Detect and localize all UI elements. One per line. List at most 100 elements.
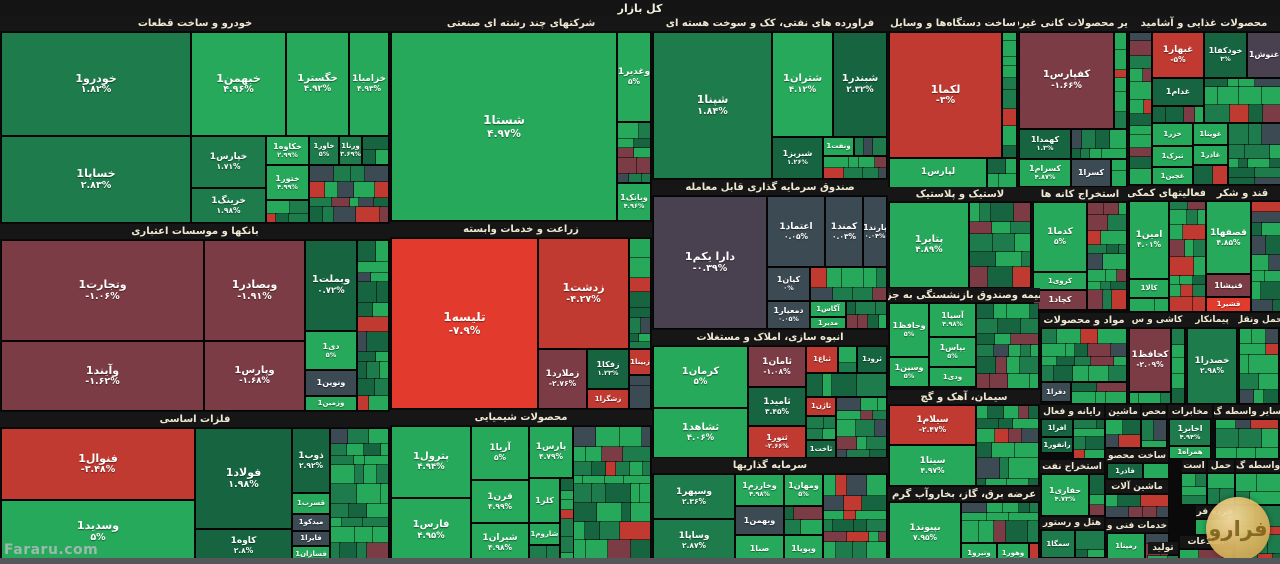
treemap-tile-small[interactable] <box>832 287 854 301</box>
treemap-tile-small[interactable] <box>1114 32 1127 51</box>
treemap-tile-small[interactable] <box>1181 473 1197 488</box>
treemap-tile-small[interactable] <box>1165 106 1185 123</box>
treemap-tile-small[interactable] <box>1251 281 1262 301</box>
treemap-tile[interactable]: کچاد1 <box>1033 290 1087 310</box>
treemap-tile-small[interactable] <box>858 156 876 169</box>
treemap-tile-small[interactable] <box>1193 256 1206 277</box>
treemap-tile-small[interactable] <box>357 302 374 318</box>
treemap-tile-small[interactable] <box>357 281 378 304</box>
treemap-tile-small[interactable] <box>862 167 880 179</box>
treemap-tile-small[interactable] <box>1129 125 1152 136</box>
treemap-tile-small[interactable] <box>1109 129 1127 150</box>
treemap-tile-small[interactable] <box>826 267 843 289</box>
treemap-tile-small[interactable] <box>1258 373 1279 391</box>
treemap-tile-small[interactable] <box>1129 156 1152 170</box>
treemap-tile-small[interactable] <box>1114 77 1127 93</box>
treemap-tile[interactable]: قسرب1 <box>292 493 330 514</box>
treemap-tile-small[interactable] <box>1239 328 1253 345</box>
treemap-tile-small[interactable] <box>976 373 991 389</box>
treemap-tile-small[interactable] <box>1114 111 1127 129</box>
treemap-tile-small[interactable] <box>324 181 339 199</box>
treemap-tile-small[interactable] <box>330 455 355 466</box>
treemap-tile-small[interactable] <box>1006 478 1030 486</box>
treemap-tile-small[interactable] <box>993 520 1007 543</box>
sector-header[interactable]: کاشی و س <box>1128 313 1186 327</box>
treemap-tile-small[interactable] <box>823 519 834 533</box>
treemap-tile-small[interactable] <box>976 405 989 420</box>
treemap-tile[interactable]: ونوین1 <box>305 370 357 396</box>
treemap-tile-small[interactable] <box>994 428 1010 444</box>
treemap-tile-small[interactable] <box>1110 343 1127 358</box>
treemap-tile-small[interactable] <box>874 156 887 169</box>
treemap-tile-small[interactable] <box>368 428 389 445</box>
treemap-tile[interactable]: خزر1 <box>1152 123 1193 146</box>
treemap-tile-small[interactable] <box>1140 494 1169 508</box>
treemap-tile-small[interactable] <box>976 303 995 320</box>
treemap-tile[interactable]: وبانک1 ۴.۹۶% <box>617 183 651 221</box>
treemap-tile[interactable]: کیان1 ۰% <box>767 267 810 301</box>
treemap-tile-small[interactable] <box>993 303 1008 320</box>
treemap-tile[interactable]: پتایر1 ۴.۸۹% <box>889 202 969 288</box>
treemap-tile[interactable]: کاوه1 ۲.۸% <box>195 529 292 563</box>
treemap-tile-small[interactable] <box>1265 235 1280 256</box>
sector-header[interactable]: شرکتهای چند رشته ای صنعتی <box>390 16 652 31</box>
treemap-tile-small[interactable] <box>629 341 651 349</box>
treemap-tile-small[interactable] <box>629 277 651 293</box>
treemap-tile-small[interactable] <box>1029 543 1039 563</box>
treemap-tile[interactable]: قشیر1 <box>1206 297 1251 312</box>
treemap-tile[interactable]: وغدیر1 ۵% <box>617 32 651 122</box>
treemap-tile-small[interactable] <box>617 157 638 175</box>
treemap-tile-small[interactable] <box>1065 343 1076 358</box>
treemap-tile-small[interactable] <box>1090 356 1115 367</box>
treemap-tile-small[interactable] <box>560 478 574 492</box>
treemap-tile-small[interactable] <box>969 251 997 268</box>
treemap-tile-small[interactable] <box>322 206 335 223</box>
treemap-tile-small[interactable] <box>573 426 597 448</box>
treemap-tile-small[interactable] <box>348 503 368 519</box>
treemap-tile[interactable]: اخابر1 ۴.۹۴% <box>1169 419 1211 446</box>
treemap-tile-small[interactable] <box>629 461 644 477</box>
treemap-tile-small[interactable] <box>1097 328 1127 345</box>
treemap-tile-small[interactable] <box>991 442 1016 459</box>
treemap-tile-small[interactable] <box>1028 478 1039 486</box>
treemap-tile-small[interactable] <box>1105 434 1120 448</box>
treemap-tile-small[interactable] <box>1041 356 1058 367</box>
treemap-tile-small[interactable] <box>1215 447 1238 459</box>
treemap-tile-small[interactable] <box>1075 549 1089 558</box>
treemap-tile-small[interactable] <box>1171 357 1185 375</box>
treemap-tile-small[interactable] <box>350 165 366 183</box>
treemap-tile-small[interactable] <box>1251 328 1267 345</box>
treemap-tile-small[interactable] <box>364 165 389 183</box>
treemap-tile-small[interactable] <box>806 373 824 397</box>
treemap-tile-small[interactable] <box>1030 344 1039 358</box>
treemap-tile-small[interactable] <box>854 137 865 156</box>
treemap-tile[interactable]: حفاری1 ۴.۷۳% <box>1041 474 1089 516</box>
treemap-tile-small[interactable] <box>1073 428 1105 438</box>
treemap-tile-small[interactable] <box>1143 99 1152 115</box>
treemap-tile-small[interactable] <box>629 333 640 343</box>
treemap-tile-small[interactable] <box>1129 40 1152 57</box>
treemap-tile-small[interactable] <box>372 302 389 318</box>
treemap-tile-small[interactable] <box>1101 148 1127 159</box>
treemap-tile[interactable]: دارا یکم1 -۰.۳۹% <box>653 196 767 329</box>
treemap-tile[interactable]: کالا1 <box>1129 279 1169 298</box>
treemap-tile-small[interactable] <box>1143 463 1169 479</box>
treemap-tile-small[interactable] <box>1002 40 1017 58</box>
treemap-tile-small[interactable] <box>810 287 834 301</box>
treemap-tile[interactable]: کحافظ1 -۲.۰۹% <box>1129 328 1171 392</box>
treemap-tile-small[interactable] <box>1250 419 1279 430</box>
treemap-tile-small[interactable] <box>1171 328 1185 346</box>
treemap-tile-small[interactable] <box>1128 506 1144 518</box>
treemap-tile[interactable]: فارس1 ۴.۹۵% <box>391 498 471 563</box>
treemap-tile-small[interactable] <box>836 436 858 451</box>
treemap-tile-small[interactable] <box>822 428 836 440</box>
treemap-tile-small[interactable] <box>969 221 993 235</box>
treemap-tile-small[interactable] <box>375 149 389 165</box>
treemap-tile-small[interactable] <box>379 361 389 380</box>
treemap-tile-small[interactable] <box>1179 275 1194 286</box>
treemap-tile-small[interactable] <box>846 531 870 543</box>
treemap-tile-small[interactable] <box>836 397 862 412</box>
treemap-tile-small[interactable] <box>573 502 598 523</box>
treemap-tile-small[interactable] <box>838 346 857 364</box>
treemap-tile-small[interactable] <box>1262 104 1280 123</box>
